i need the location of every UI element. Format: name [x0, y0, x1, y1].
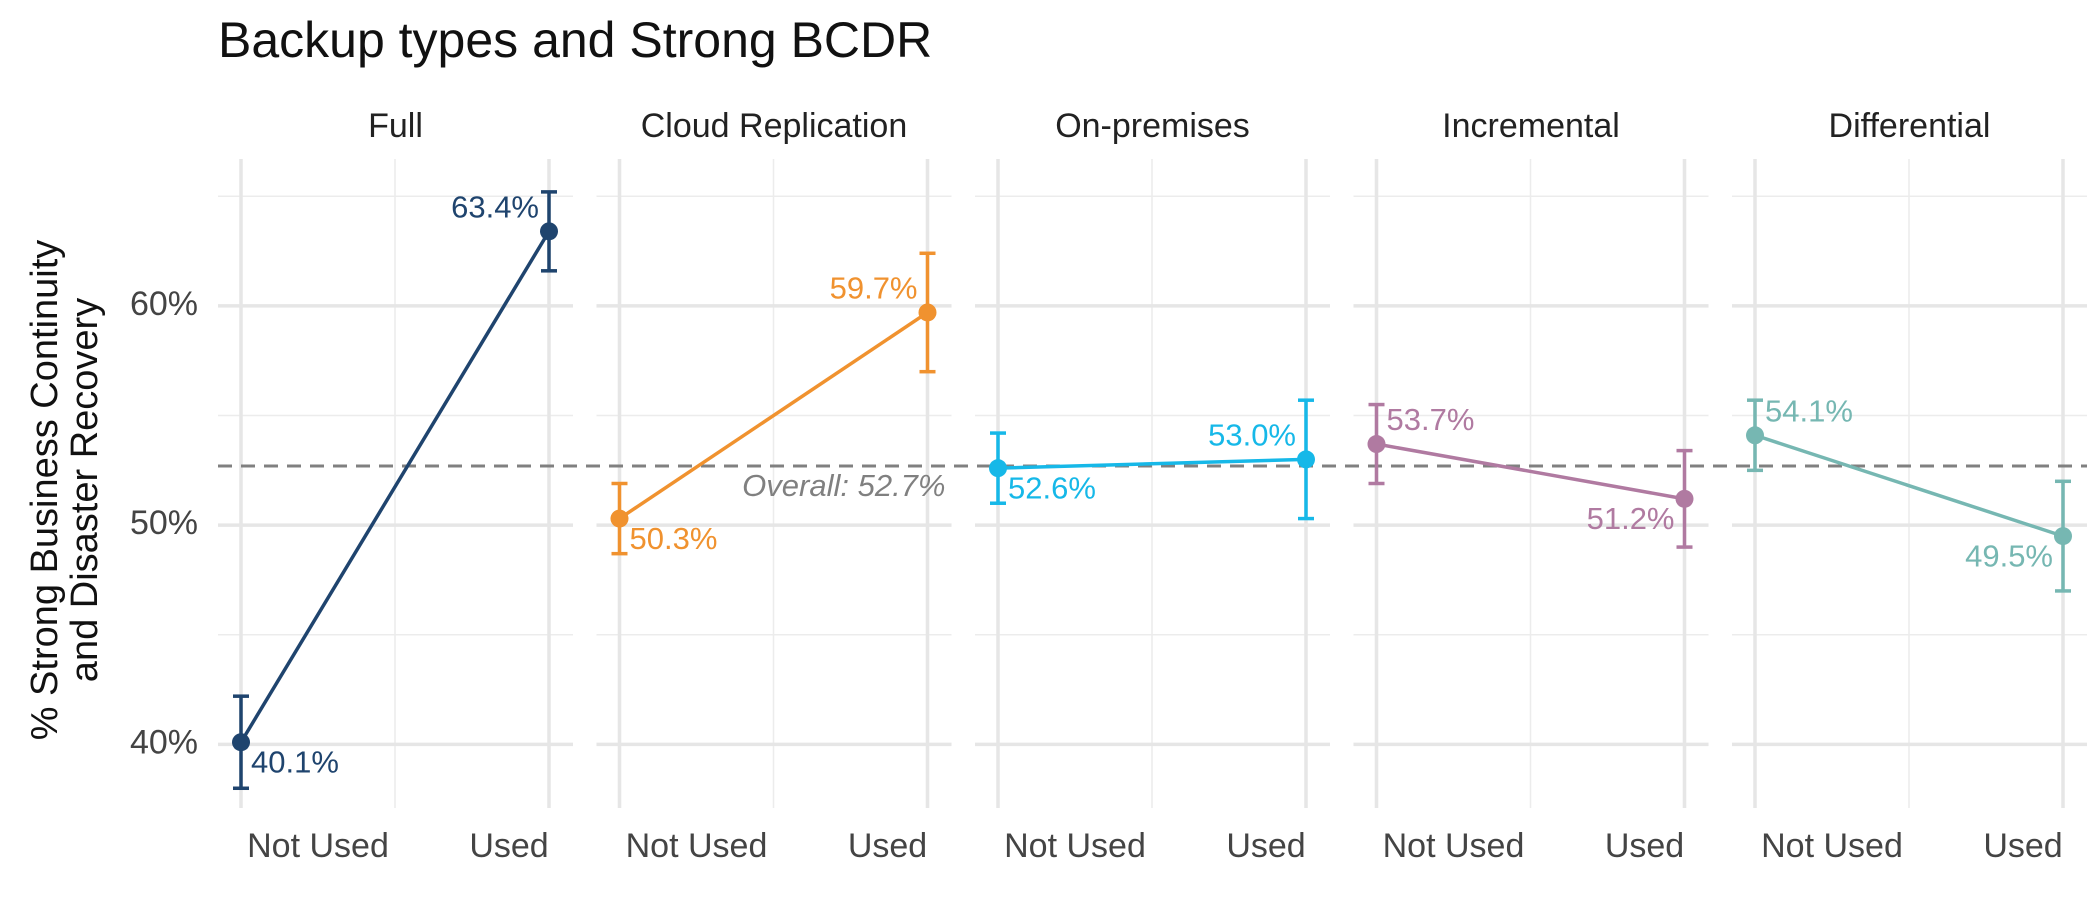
point	[1746, 426, 1764, 445]
x-tick-label: Not Used	[247, 827, 389, 865]
x-tick-label: Not Used	[626, 827, 768, 865]
y-axis-title-line: and Disaster Recovery	[64, 298, 106, 682]
value-label: 53.7%	[1387, 402, 1475, 437]
y-tick-label: 60%	[130, 285, 198, 323]
point	[989, 459, 1007, 478]
series-line	[239, 230, 551, 744]
value-label: 59.7%	[830, 271, 918, 306]
facet-label: Differential	[1829, 107, 1991, 145]
facet-label: On-premises	[1055, 107, 1250, 145]
facet-label: Incremental	[1442, 107, 1620, 145]
value-label: 52.6%	[1008, 470, 1096, 505]
x-tick-label: Used	[1983, 827, 2062, 865]
x-tick-label: Not Used	[1004, 827, 1146, 865]
series-line	[1754, 433, 2064, 538]
x-tick-label: Used	[1605, 827, 1684, 865]
value-label: 40.1%	[251, 744, 339, 779]
point	[2054, 527, 2072, 546]
series-line	[997, 457, 1307, 470]
x-tick-label: Used	[1226, 827, 1305, 865]
value-label: 49.5%	[1965, 538, 2053, 573]
point	[918, 303, 937, 322]
value-label: 63.4%	[451, 190, 539, 225]
value-label: 54.1%	[1765, 393, 1853, 428]
x-tick-label: Not Used	[1383, 827, 1525, 865]
value-label: 50.3%	[630, 521, 718, 556]
point	[1297, 450, 1315, 469]
point	[232, 733, 250, 752]
x-tick-label: Used	[848, 827, 927, 865]
y-tick-label: 50%	[130, 504, 198, 542]
facet-label: Full	[368, 107, 423, 145]
value-label: 51.2%	[1587, 501, 1675, 536]
point	[540, 222, 558, 241]
point	[610, 509, 629, 528]
value-label: 53.0%	[1208, 418, 1296, 453]
series-line	[1376, 442, 1685, 501]
x-tick-label: Used	[469, 827, 548, 865]
y-axis-title-line: % Strong Business Continuity	[24, 240, 66, 741]
series-line	[618, 311, 929, 521]
point	[1367, 435, 1386, 454]
y-tick-label: 40%	[130, 723, 198, 761]
facet-label: Cloud Replication	[641, 107, 908, 145]
reference-label: Overall: 52.7%	[742, 468, 945, 503]
point	[1675, 489, 1694, 508]
x-tick-label: Not Used	[1761, 827, 1903, 865]
chart-title: Backup types and Strong BCDR	[218, 12, 932, 68]
y-axis-title: % Strong Business Continuity and Disaste…	[24, 240, 106, 741]
